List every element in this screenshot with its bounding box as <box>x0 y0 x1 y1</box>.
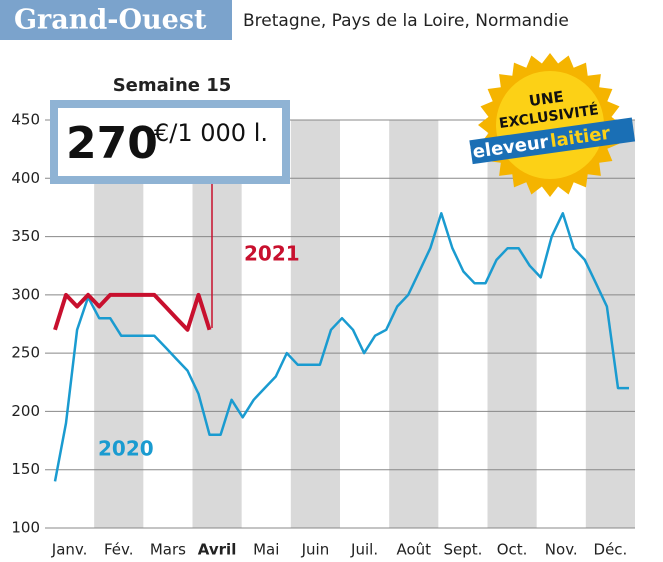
series-line <box>53 292 212 332</box>
y-tick-label: 450 <box>11 111 40 129</box>
header-title: Grand-Ouest <box>14 5 207 36</box>
x-tick-label: Août <box>396 541 431 559</box>
month-band <box>487 120 537 528</box>
series-label: 2021 <box>244 242 300 266</box>
badge: UNE EXCLUSIVITÉ l'eleveur laitier <box>460 53 636 197</box>
header-box <box>0 0 232 40</box>
x-tick-label: Sept. <box>443 541 482 559</box>
y-tick-label: 400 <box>11 169 40 187</box>
month-band <box>192 120 242 528</box>
callout-box <box>50 100 290 184</box>
x-tick-label: Déc. <box>594 541 628 559</box>
y-tick-label: 350 <box>11 227 40 245</box>
x-tick-label: Nov. <box>545 541 578 559</box>
x-tick-label: Juin <box>301 541 330 559</box>
x-tick-label: Mars <box>150 541 186 559</box>
y-tick-label: 150 <box>11 460 40 478</box>
callout-value: 270 <box>66 118 158 169</box>
callout-label: Semaine 15 <box>113 75 232 96</box>
x-tick-label: Fév. <box>104 541 134 559</box>
month-band <box>389 120 439 528</box>
y-tick-label: 300 <box>11 285 40 303</box>
x-tick-label: Juil. <box>350 541 378 559</box>
series-label: 2020 <box>98 437 154 461</box>
month-band <box>290 120 340 528</box>
badge-banner <box>469 117 636 165</box>
x-tick-label: Avril <box>198 541 237 559</box>
x-tick-label: Oct. <box>497 541 528 559</box>
series-line <box>53 212 629 482</box>
plot-area: Janv. Fév. Mars Avril Mai Juin Juil. Août Sept. O… <box>11 111 635 559</box>
x-tick-label: Mai <box>253 541 279 559</box>
callout-unit: €/1 000 l. <box>154 119 268 147</box>
month-band <box>94 120 144 528</box>
header-subtitle: Bretagne, Pays de la Loire, Normandie <box>243 11 569 31</box>
y-tick-label: 200 <box>11 402 40 420</box>
y-tick-label: 250 <box>11 344 40 362</box>
y-tick-label: 100 <box>11 519 40 537</box>
x-tick-label: Janv. <box>51 541 88 559</box>
badge-line1: UNE <box>528 87 565 110</box>
